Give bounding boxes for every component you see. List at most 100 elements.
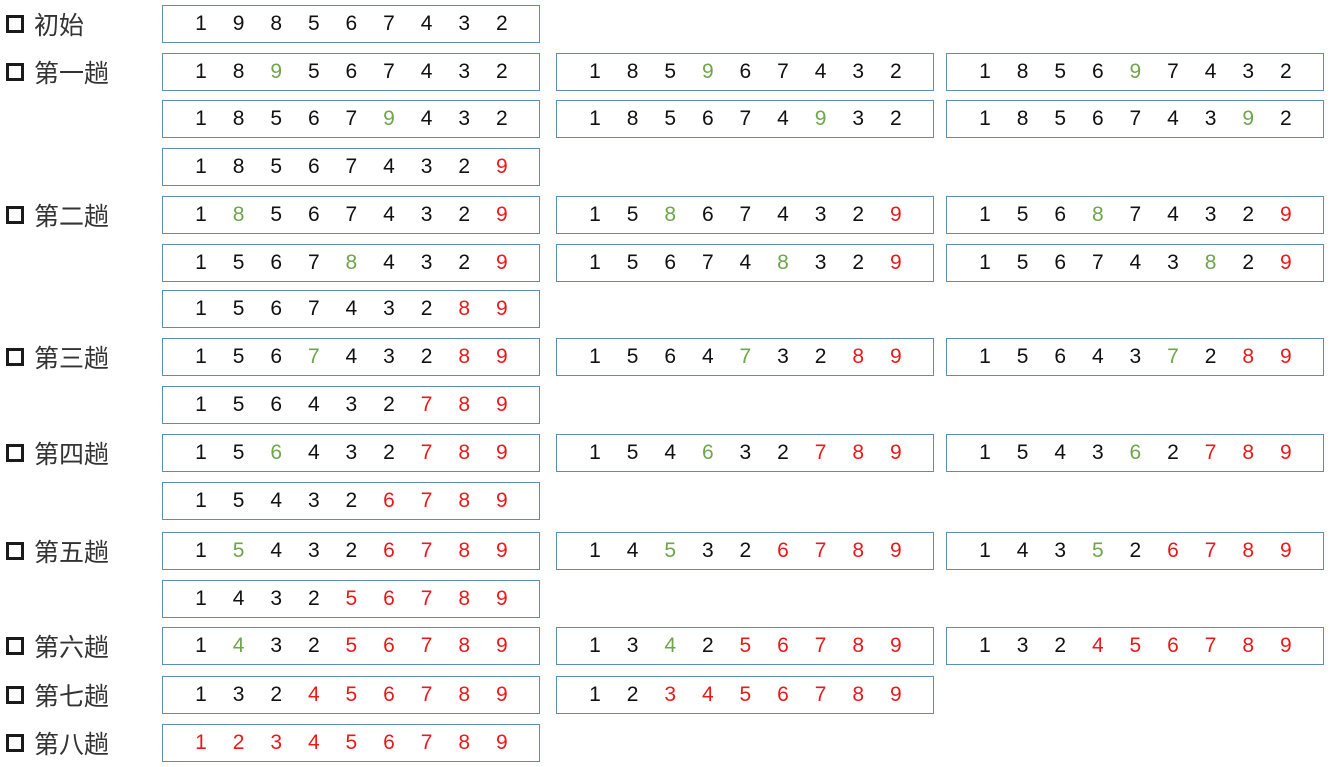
array-state-box: 1 5 4 3 2 6 7 8 9 bbox=[162, 482, 540, 520]
array-digit: 4 bbox=[1167, 203, 1179, 226]
sorted-digit: 7 bbox=[420, 489, 433, 512]
array-digit: 3 bbox=[307, 489, 320, 512]
sorted-digit: 8 bbox=[458, 441, 471, 464]
moving-digit: 9 bbox=[1242, 107, 1255, 130]
array-digit: 3 bbox=[1054, 539, 1067, 562]
array-digit: 7 bbox=[307, 297, 320, 320]
array-digit: 1 bbox=[589, 60, 601, 83]
array-digit: 3 bbox=[852, 60, 865, 83]
array-digit: 4 bbox=[307, 393, 320, 416]
array-digit: 4 bbox=[420, 12, 433, 35]
pass-label: 第三趟 bbox=[6, 338, 109, 376]
array-digit: 2 bbox=[420, 297, 433, 320]
array-digit: 4 bbox=[420, 107, 433, 130]
sorted-digit: 6 bbox=[777, 683, 789, 706]
pass-label: 第二趟 bbox=[6, 196, 109, 234]
sorted-digit: 9 bbox=[1279, 345, 1292, 368]
sorted-digit: 9 bbox=[495, 441, 508, 464]
sorted-digit: 5 bbox=[345, 634, 358, 657]
sorted-digit: 7 bbox=[814, 683, 827, 706]
array-digit: 4 bbox=[345, 345, 358, 368]
moving-digit: 9 bbox=[814, 107, 827, 130]
sorted-digit: 8 bbox=[1242, 441, 1255, 464]
array-digit: 3 bbox=[232, 683, 245, 706]
array-digit: 5 bbox=[626, 251, 639, 274]
sorted-digit: 9 bbox=[495, 683, 508, 706]
array-digit: 3 bbox=[739, 441, 752, 464]
sorted-digit: 7 bbox=[814, 539, 827, 562]
array-digit: 1 bbox=[195, 587, 207, 610]
moving-digit: 7 bbox=[1167, 345, 1179, 368]
array-digit: 1 bbox=[195, 539, 207, 562]
array-digit: 5 bbox=[307, 60, 320, 83]
array-digit: 6 bbox=[664, 345, 677, 368]
array-digit: 8 bbox=[626, 107, 639, 130]
moving-digit: 9 bbox=[383, 107, 395, 130]
array-digit: 6 bbox=[701, 107, 714, 130]
array-digit: 4 bbox=[270, 539, 283, 562]
array-digit: 4 bbox=[345, 297, 358, 320]
array-digit: 6 bbox=[1054, 345, 1067, 368]
array-digit: 1 bbox=[195, 345, 207, 368]
sorted-digit: 6 bbox=[1167, 539, 1179, 562]
array-digit: 1 bbox=[589, 634, 601, 657]
pass-label-text: 第八趟 bbox=[34, 730, 110, 759]
array-digit: 7 bbox=[739, 203, 752, 226]
array-digit: 3 bbox=[626, 634, 639, 657]
sorted-digit: 8 bbox=[852, 683, 865, 706]
array-state-box: 1 5 4 6 3 2 7 8 9 bbox=[556, 434, 934, 472]
sorted-digit: 8 bbox=[1242, 634, 1255, 657]
sorted-digit: 1 bbox=[195, 731, 207, 754]
sorted-digit: 7 bbox=[1204, 539, 1217, 562]
array-digit: 6 bbox=[701, 203, 714, 226]
array-state-box: 1 5 4 3 6 2 7 8 9 bbox=[946, 434, 1324, 472]
moving-digit: 5 bbox=[664, 539, 677, 562]
array-digit: 1 bbox=[589, 539, 601, 562]
sorted-digit: 6 bbox=[777, 539, 789, 562]
sorted-digit: 5 bbox=[739, 683, 752, 706]
moving-digit: 8 bbox=[777, 251, 789, 274]
array-digit: 2 bbox=[420, 345, 433, 368]
array-digit: 6 bbox=[307, 155, 320, 178]
array-digit: 2 bbox=[852, 251, 865, 274]
sorted-digit: 7 bbox=[420, 634, 433, 657]
array-digit: 1 bbox=[979, 345, 991, 368]
array-digit: 2 bbox=[889, 107, 902, 130]
array-state-box: 1 4 3 5 2 6 7 8 9 bbox=[946, 532, 1324, 570]
array-digit: 6 bbox=[270, 251, 283, 274]
array-digit: 1 bbox=[979, 441, 991, 464]
array-state-box: 1 5 6 4 3 2 7 8 9 bbox=[162, 434, 540, 472]
array-digit: 6 bbox=[739, 60, 752, 83]
sorted-digit: 9 bbox=[495, 155, 508, 178]
sorted-digit: 9 bbox=[1279, 634, 1292, 657]
sorted-digit: 9 bbox=[495, 297, 508, 320]
array-digit: 1 bbox=[979, 539, 991, 562]
array-digit: 5 bbox=[1054, 60, 1067, 83]
array-state-box: 1 5 6 7 8 4 3 2 9 bbox=[162, 244, 540, 282]
sorted-digit: 4 bbox=[307, 683, 320, 706]
array-digit: 2 bbox=[626, 683, 639, 706]
array-digit: 1 bbox=[589, 251, 601, 274]
array-digit: 1 bbox=[195, 155, 207, 178]
array-state-box: 1 5 8 6 7 4 3 2 9 bbox=[556, 196, 934, 234]
moving-digit: 5 bbox=[1091, 539, 1104, 562]
sorted-digit: 8 bbox=[458, 731, 471, 754]
sorted-digit: 8 bbox=[1242, 345, 1255, 368]
sorted-digit: 5 bbox=[345, 587, 358, 610]
array-digit: 4 bbox=[1129, 251, 1142, 274]
array-state-box: 1 3 4 2 5 6 7 8 9 bbox=[556, 627, 934, 665]
array-digit: 9 bbox=[232, 12, 245, 35]
array-digit: 6 bbox=[1091, 107, 1104, 130]
sorted-digit: 9 bbox=[495, 634, 508, 657]
array-digit: 5 bbox=[270, 155, 283, 178]
array-digit: 1 bbox=[195, 107, 207, 130]
array-digit: 1 bbox=[589, 107, 601, 130]
sorted-digit: 9 bbox=[1279, 441, 1292, 464]
array-state-box: 1 9 8 5 6 7 4 3 2 bbox=[162, 5, 540, 43]
array-digit: 6 bbox=[1054, 203, 1067, 226]
pass-label-text: 第五趟 bbox=[34, 538, 110, 567]
array-state-box: 1 3 2 4 5 6 7 8 9 bbox=[162, 676, 540, 714]
array-digit: 1 bbox=[589, 441, 601, 464]
checkbox-icon bbox=[6, 686, 24, 704]
array-digit: 7 bbox=[1129, 107, 1142, 130]
